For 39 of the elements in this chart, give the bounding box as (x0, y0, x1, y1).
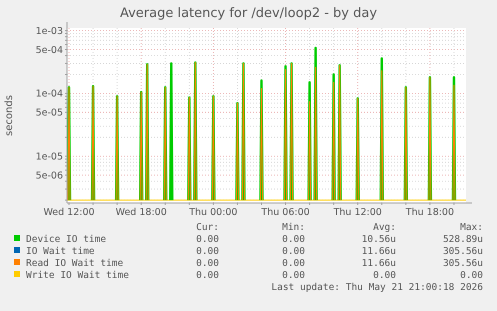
text: 305.56u (442, 258, 483, 269)
text: Max: (460, 222, 483, 233)
text: 305.56u (442, 246, 483, 257)
y-axis-title: seconds (4, 95, 15, 136)
text: 0.00 (282, 246, 306, 257)
x-tick-label: Thu 00:00 (188, 207, 238, 218)
y-tick-label: 1e-04 (36, 88, 63, 100)
text: 0.00 (460, 270, 484, 281)
text: 0.00 (196, 258, 220, 269)
text: 11.66u (362, 246, 396, 257)
text: 528.89u (442, 234, 483, 245)
text: 11.66u (362, 258, 396, 269)
text: Last update: Thu May 21 21:00:18 2026 (271, 282, 484, 293)
text: 0.00 (282, 258, 306, 269)
x-tick-label: Thu 12:00 (332, 207, 382, 218)
text: Avg: (373, 222, 396, 233)
x-tick-label: Thu 18:00 (404, 207, 454, 218)
text: Cur: (196, 222, 219, 233)
x-tick-label: Wed 12:00 (43, 207, 95, 218)
legend-label: Write IO Wait time (26, 270, 130, 281)
text: 0.00 (196, 246, 220, 257)
y-tick-label: 5e-05 (36, 108, 63, 119)
legend-label: Read IO Wait time (26, 258, 124, 269)
text: 0.00 (373, 270, 396, 281)
legend-label: Device IO time (26, 234, 106, 245)
text: 0.00 (282, 234, 306, 245)
text: 0.00 (282, 270, 306, 281)
x-tick-label: Thu 06:00 (260, 207, 310, 218)
x-tick-label: Wed 18:00 (116, 207, 167, 218)
text: 0.00 (196, 234, 220, 245)
text: Min: (282, 222, 305, 233)
legend-label: IO Wait time (26, 246, 95, 257)
text: 10.56u (362, 234, 396, 245)
y-tick-label: 1e-03 (36, 26, 63, 37)
chart-title: Average latency for /dev/loop2 - by day (120, 6, 378, 21)
y-tick-label: 5e-04 (36, 44, 63, 56)
text: 0.00 (196, 270, 220, 281)
y-tick-label: 1e-05 (36, 152, 63, 163)
y-tick-label: 5e-06 (36, 170, 63, 182)
